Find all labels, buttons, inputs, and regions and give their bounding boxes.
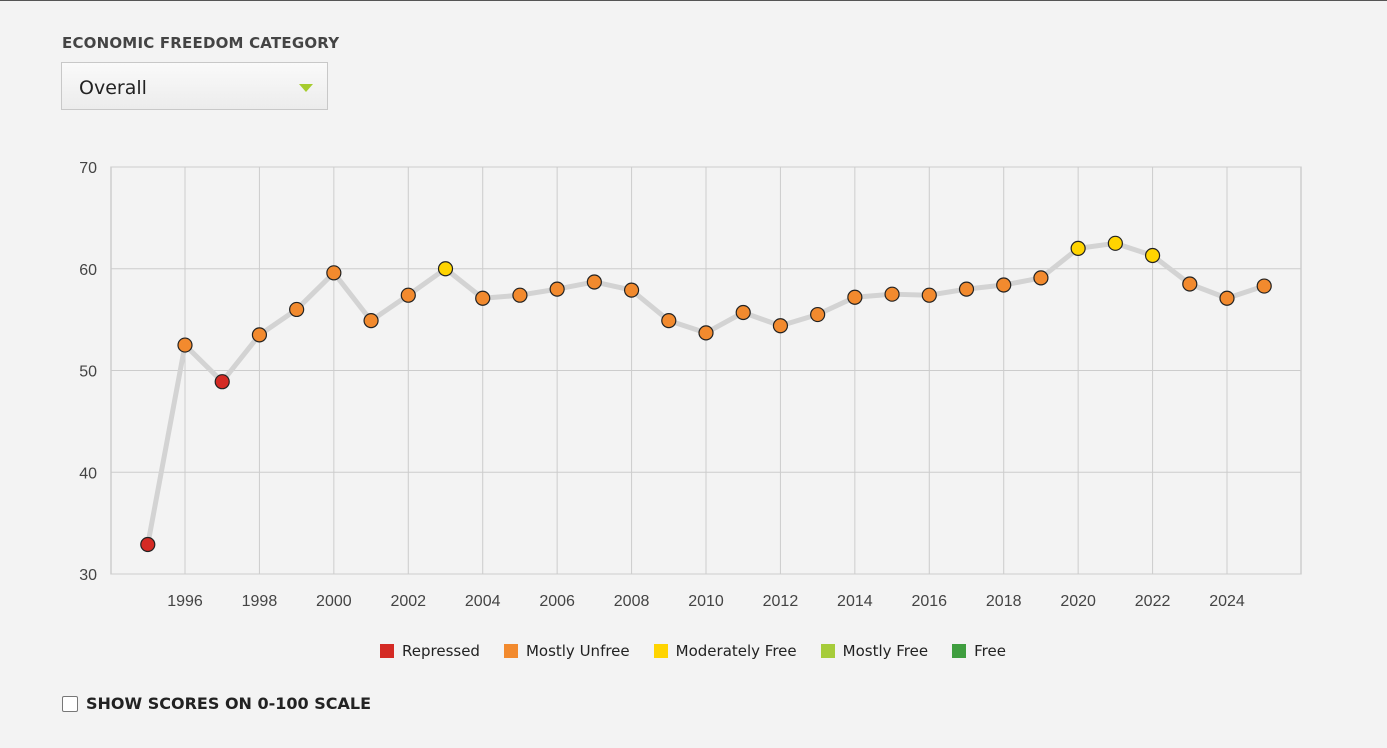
y-tick-label: 40	[79, 465, 97, 482]
x-tick-label: 2022	[1135, 593, 1171, 610]
data-point	[921, 287, 937, 303]
data-point	[735, 304, 751, 321]
x-tick-label: 2014	[837, 593, 873, 610]
legend-label: Moderately Free	[675, 642, 797, 660]
legend-label: Repressed	[402, 642, 480, 660]
legend-item: Mostly Unfree	[503, 642, 630, 660]
x-tick-label: 2024	[1209, 593, 1245, 610]
data-point	[1182, 276, 1198, 292]
x-tick-label: 2010	[688, 593, 724, 610]
data-point	[177, 337, 193, 353]
data-point	[661, 313, 677, 329]
data-point	[251, 327, 268, 343]
data-point	[363, 313, 379, 329]
data-point	[996, 277, 1012, 293]
x-tick-label: 1998	[242, 593, 278, 610]
category-dropdown[interactable]: Overall	[61, 62, 328, 110]
data-point	[475, 290, 491, 306]
legend-swatch	[380, 644, 394, 658]
legend-label: Mostly Free	[842, 642, 929, 660]
scale-toggle[interactable]: SHOW SCORES ON 0-100 SCALE	[62, 694, 371, 713]
score-chart: 30 40 50 60 70 1996 1998 2000 2002 2004 2006 2008 20…	[79, 160, 1302, 610]
x-tick-label: 2008	[614, 593, 650, 610]
data-point	[847, 289, 863, 305]
category-label: ECONOMIC FREEDOM CATEGORY	[62, 34, 340, 52]
chart-legend: Repressed Mostly Unfree Moderately Free Mos…	[380, 642, 1006, 660]
x-tick-label: 2002	[390, 593, 426, 610]
legend-swatch	[653, 644, 668, 658]
data-point	[289, 301, 305, 318]
chevron-down-icon	[299, 84, 313, 92]
data-point	[1219, 290, 1235, 306]
data-point	[140, 536, 156, 553]
legend-swatch	[820, 644, 835, 658]
scale-checkbox[interactable]	[62, 695, 78, 712]
legend-item: Mostly Free	[820, 642, 929, 660]
data-point	[586, 274, 602, 290]
data-point	[884, 286, 900, 302]
x-tick-label: 2004	[465, 593, 501, 610]
data-point	[958, 281, 975, 297]
data-point	[1107, 235, 1123, 251]
x-tick-label: 2006	[539, 593, 575, 610]
x-tick-label: 1996	[167, 593, 203, 610]
data-point	[326, 265, 342, 281]
data-point	[549, 281, 565, 297]
y-tick-label: 30	[79, 567, 97, 584]
y-tick-label: 70	[79, 160, 97, 177]
data-point	[1033, 270, 1049, 286]
data-point	[437, 261, 454, 277]
legend-label: Mostly Unfree	[525, 642, 630, 660]
x-tick-label: 2000	[316, 593, 352, 610]
x-tick-label: 2012	[763, 593, 799, 610]
data-point	[512, 287, 528, 303]
x-tick-label: 2018	[986, 593, 1022, 610]
legend-label: Free	[974, 642, 1006, 660]
x-tick-label: 2016	[911, 593, 947, 610]
data-point	[772, 318, 789, 334]
y-tick-label: 50	[79, 364, 97, 381]
legend-item: Repressed	[380, 642, 480, 660]
legend-item: Free	[952, 642, 1006, 660]
legend-swatch	[952, 644, 967, 658]
data-point	[623, 282, 640, 298]
scale-toggle-label: SHOW SCORES ON 0-100 SCALE	[86, 694, 372, 713]
data-point	[1070, 240, 1086, 256]
data-point	[698, 325, 714, 341]
data-point	[1144, 247, 1161, 264]
legend-item: Moderately Free	[653, 642, 797, 660]
data-point	[400, 287, 416, 303]
data-point	[1256, 278, 1272, 294]
dropdown-selected: Overall	[79, 77, 147, 99]
data-point	[810, 306, 826, 323]
x-tick-label: 2020	[1060, 593, 1096, 610]
data-point	[214, 374, 230, 390]
legend-swatch	[503, 644, 518, 658]
y-tick-label: 60	[79, 262, 97, 279]
